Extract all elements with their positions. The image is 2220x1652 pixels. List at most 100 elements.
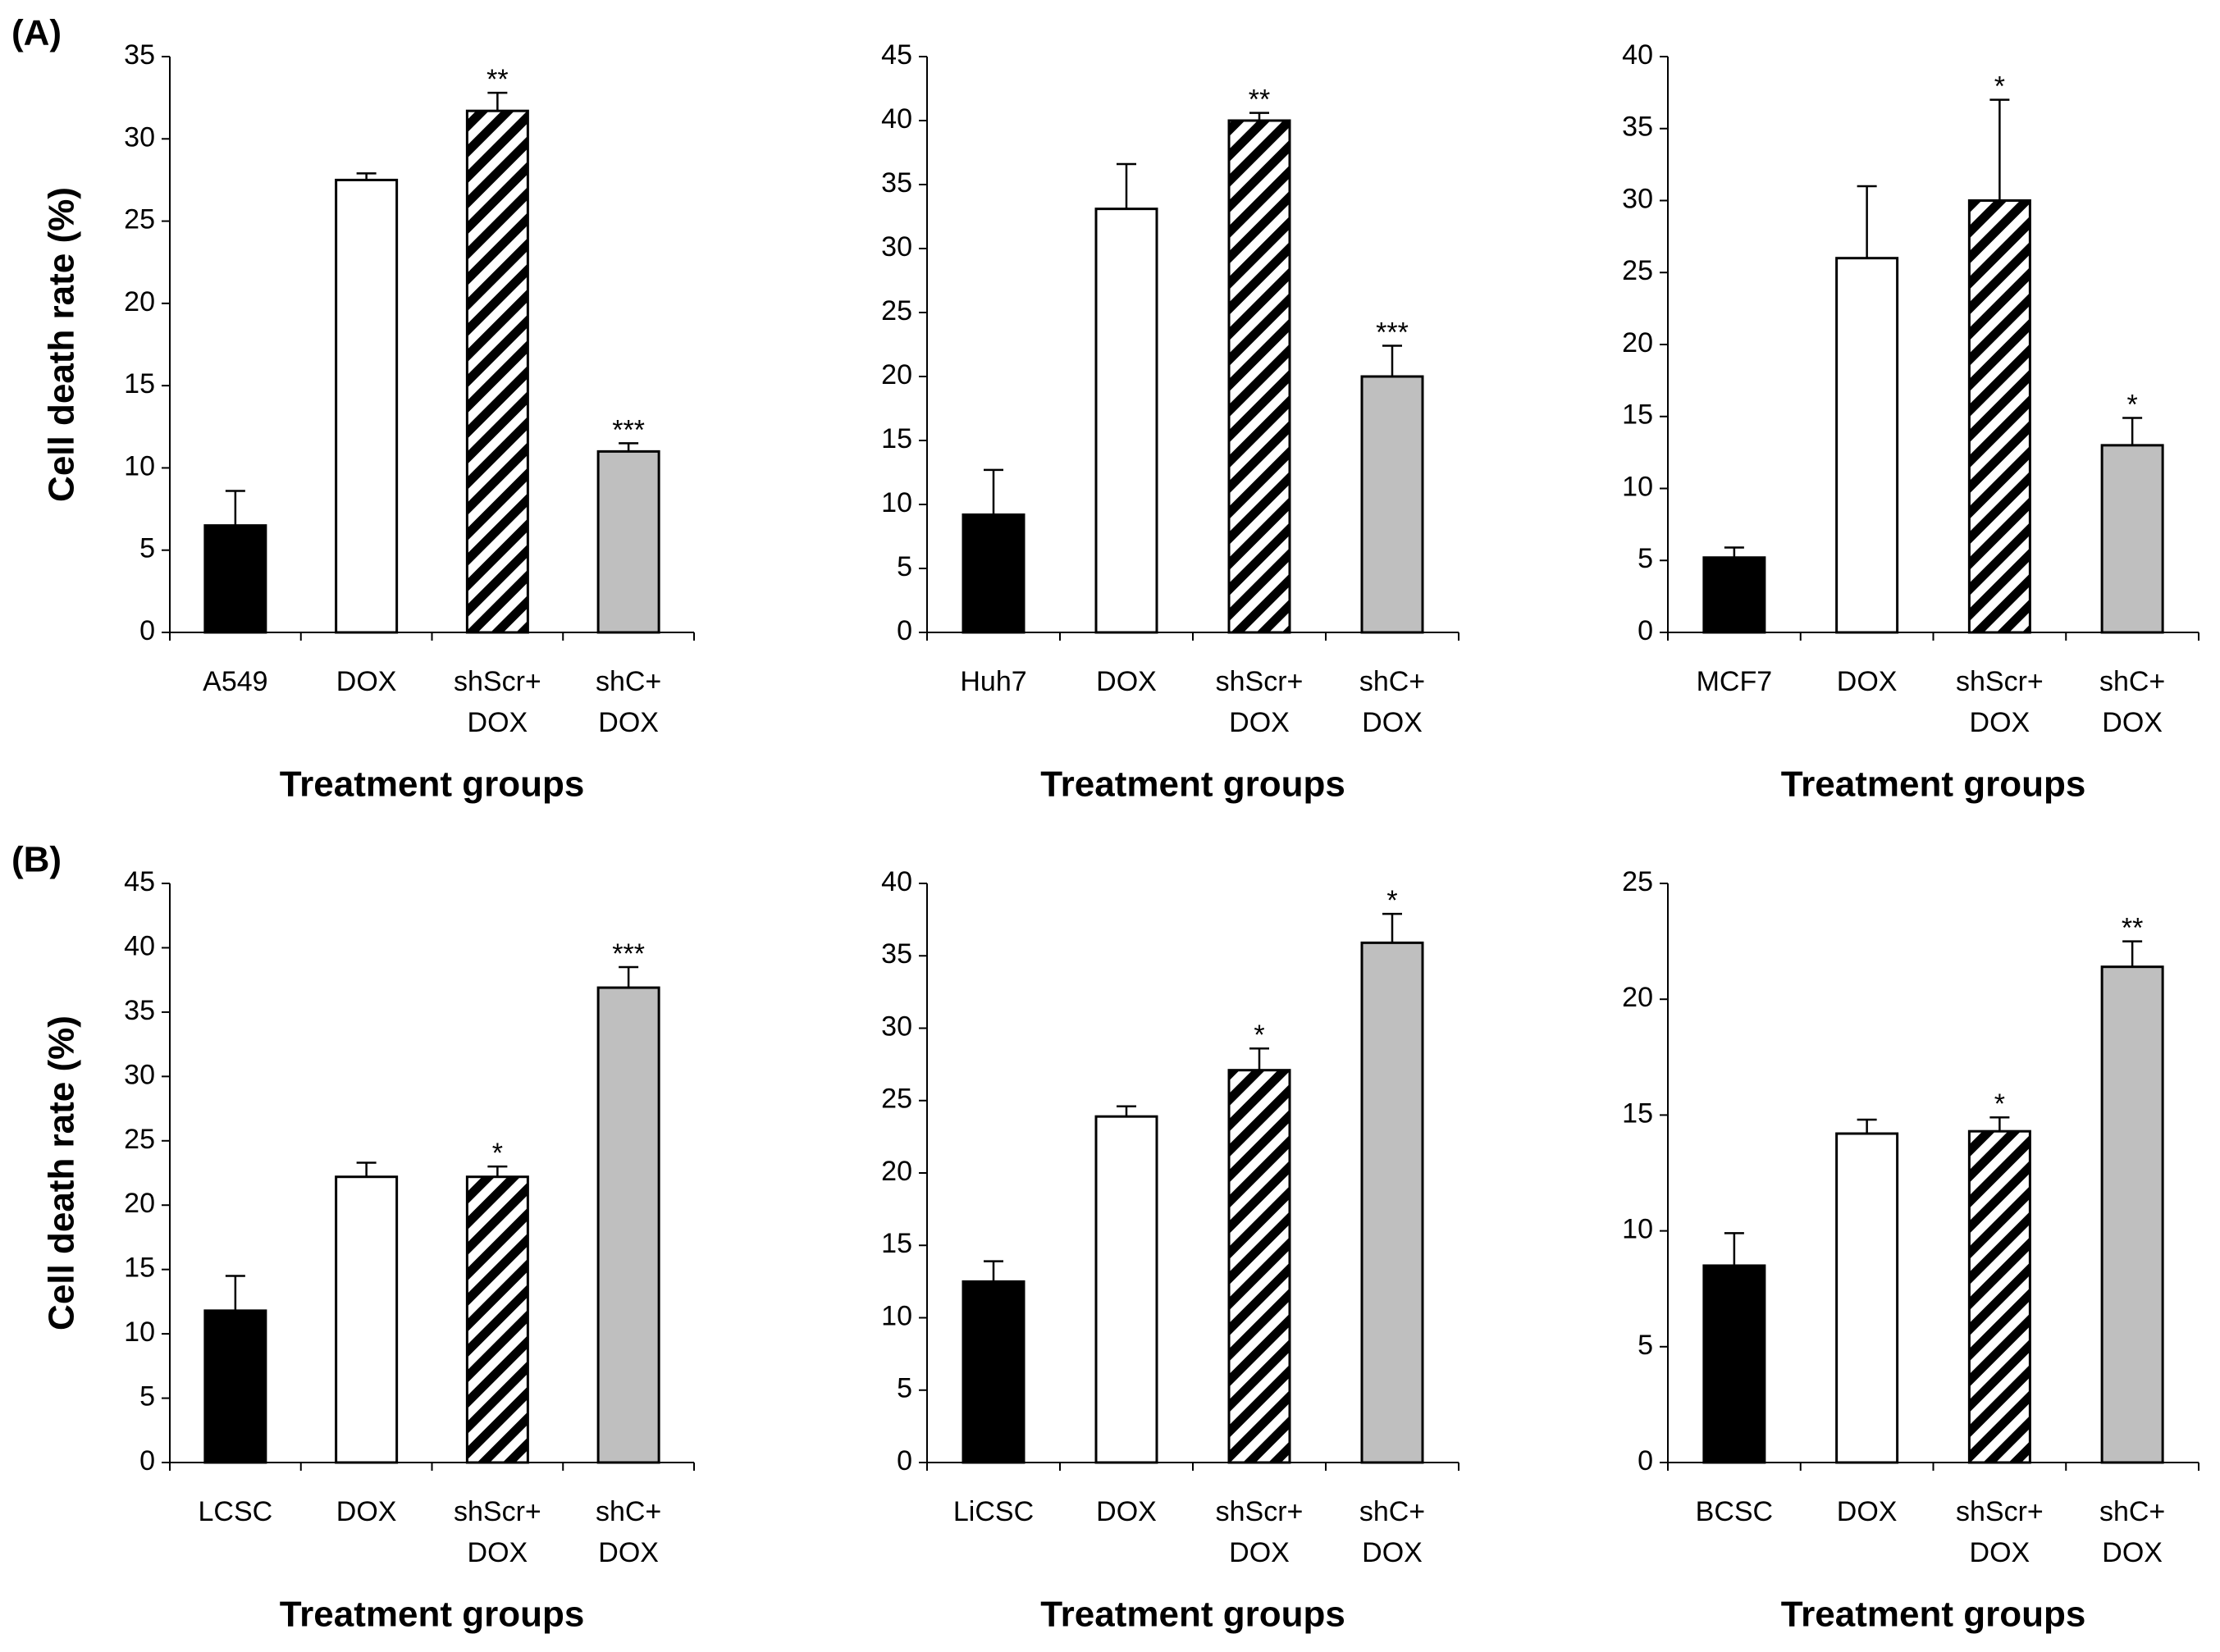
x-tick-label: shScr+ DOX bbox=[1216, 1496, 1304, 1568]
y-tick-label: 15 bbox=[1622, 399, 1653, 431]
y-tick-label: 35 bbox=[124, 39, 155, 71]
y-tick-label: 30 bbox=[124, 121, 155, 153]
y-tick-label: 35 bbox=[124, 995, 155, 1026]
x-axis-label: Treatment groups bbox=[280, 764, 585, 805]
y-tick-label: 30 bbox=[881, 1011, 912, 1042]
y-tick-label: 20 bbox=[881, 1156, 912, 1187]
bar bbox=[1094, 208, 1158, 634]
y-tick-label: 5 bbox=[1638, 543, 1653, 574]
significance: *** bbox=[1376, 317, 1409, 349]
x-tick-label: shScr+ DOX bbox=[1956, 1496, 2044, 1568]
bar bbox=[2100, 444, 2164, 634]
bar bbox=[1227, 1069, 1291, 1464]
y-tick-label: 15 bbox=[881, 423, 912, 454]
x-tick-label: shC+ DOX bbox=[596, 1496, 661, 1568]
y-tick-label: 0 bbox=[1638, 615, 1653, 646]
y-tick-label: 5 bbox=[139, 533, 155, 564]
bar bbox=[203, 1309, 267, 1464]
significance: *** bbox=[612, 938, 645, 970]
y-tick-label: 10 bbox=[881, 1300, 912, 1331]
bar bbox=[1094, 1115, 1158, 1464]
x-axis-label: Treatment groups bbox=[1040, 764, 1345, 805]
x-tick-label: BCSC bbox=[1696, 1496, 1773, 1527]
significance: ** bbox=[486, 64, 508, 95]
significance: * bbox=[1254, 1020, 1264, 1051]
y-tick-label: 20 bbox=[1622, 982, 1653, 1013]
y-tick-label: 40 bbox=[124, 930, 155, 961]
y-tick-label: 5 bbox=[1638, 1330, 1653, 1361]
bar bbox=[962, 513, 1025, 634]
y-tick-label: 35 bbox=[881, 938, 912, 970]
bar bbox=[1835, 257, 1899, 634]
panel-label: (B) bbox=[11, 840, 62, 880]
y-tick-label: 5 bbox=[897, 551, 912, 582]
bar bbox=[1702, 1264, 1766, 1464]
bar bbox=[203, 524, 267, 634]
y-tick-label: 40 bbox=[881, 866, 912, 897]
significance: * bbox=[2127, 389, 2138, 420]
y-tick-label: 10 bbox=[1622, 1214, 1653, 1245]
y-tick-label: 30 bbox=[124, 1059, 155, 1090]
bar bbox=[1967, 199, 2031, 634]
y-tick-label: 20 bbox=[1622, 327, 1653, 358]
x-tick-label: DOX bbox=[336, 1496, 397, 1527]
bar bbox=[1360, 375, 1424, 634]
y-tick-label: 10 bbox=[124, 450, 155, 481]
bar bbox=[465, 1175, 529, 1464]
y-tick-label: 25 bbox=[124, 204, 155, 235]
x-tick-label: DOX bbox=[1096, 1496, 1157, 1527]
y-tick-label: 5 bbox=[139, 1381, 155, 1412]
y-tick-label: 25 bbox=[1622, 255, 1653, 286]
significance: * bbox=[1994, 1088, 2005, 1120]
y-tick-label: 35 bbox=[881, 167, 912, 199]
bar bbox=[465, 109, 529, 634]
x-axis-label: Treatment groups bbox=[1781, 1595, 2086, 1635]
bar bbox=[335, 1175, 399, 1464]
bar bbox=[2100, 965, 2164, 1464]
y-tick-label: 35 bbox=[1622, 112, 1653, 143]
y-tick-label: 15 bbox=[1622, 1098, 1653, 1129]
y-tick-label: 20 bbox=[124, 1188, 155, 1219]
y-tick-label: 25 bbox=[1622, 866, 1653, 897]
y-tick-label: 0 bbox=[139, 615, 155, 646]
y-axis-label: Cell death rate (%) bbox=[42, 1015, 82, 1330]
x-axis-label: Treatment groups bbox=[1040, 1595, 1345, 1635]
y-tick-label: 45 bbox=[124, 866, 155, 897]
bar bbox=[1702, 556, 1766, 634]
bar bbox=[335, 178, 399, 634]
x-tick-label: shScr+ DOX bbox=[454, 1496, 541, 1568]
x-tick-label: DOX bbox=[1096, 666, 1157, 697]
y-tick-label: 10 bbox=[1622, 471, 1653, 502]
y-tick-label: 10 bbox=[881, 487, 912, 518]
bar bbox=[596, 986, 660, 1464]
x-tick-label: DOX bbox=[336, 666, 397, 697]
y-tick-label: 15 bbox=[124, 368, 155, 399]
y-axis-label: Cell death rate (%) bbox=[42, 187, 82, 502]
y-tick-label: 15 bbox=[124, 1253, 155, 1284]
bar bbox=[1360, 941, 1424, 1464]
significance: * bbox=[1386, 885, 1397, 916]
x-tick-label: Huh7 bbox=[960, 666, 1026, 697]
y-tick-label: 40 bbox=[881, 103, 912, 135]
y-tick-label: 0 bbox=[139, 1445, 155, 1476]
x-tick-label: shScr+ DOX bbox=[1216, 666, 1304, 738]
x-tick-label: shScr+ DOX bbox=[1956, 666, 2044, 738]
bar bbox=[1835, 1132, 1899, 1464]
x-tick-label: LiCSC bbox=[953, 1496, 1034, 1527]
y-tick-label: 45 bbox=[881, 39, 912, 71]
y-tick-label: 25 bbox=[881, 1084, 912, 1115]
y-tick-label: 25 bbox=[881, 295, 912, 326]
y-tick-label: 0 bbox=[1638, 1445, 1653, 1476]
significance: *** bbox=[612, 414, 645, 445]
x-tick-label: shC+ DOX bbox=[2099, 666, 2165, 738]
y-tick-label: 20 bbox=[124, 286, 155, 317]
significance: ** bbox=[2122, 913, 2143, 944]
x-tick-label: MCF7 bbox=[1697, 666, 1773, 697]
y-tick-label: 15 bbox=[881, 1228, 912, 1259]
x-tick-label: DOX bbox=[1837, 666, 1898, 697]
significance: * bbox=[492, 1138, 503, 1169]
x-axis-label: Treatment groups bbox=[1781, 764, 2086, 805]
x-tick-label: shC+ DOX bbox=[1359, 1496, 1425, 1568]
bar bbox=[1967, 1129, 2031, 1464]
bar bbox=[596, 450, 660, 634]
